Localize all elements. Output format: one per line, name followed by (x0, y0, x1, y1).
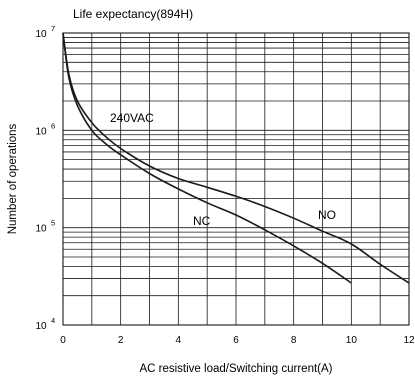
x-tick-label: 4 (176, 335, 182, 346)
x-axis-label: AC resistive load/Switching current(A) (139, 363, 332, 375)
annotation-240vac: 240VAC (110, 111, 154, 125)
y-axis-label: Number of operations (7, 123, 19, 234)
x-tick-label: 8 (291, 335, 297, 346)
chart-title: Life expectancy(894H) (73, 7, 193, 21)
x-tick-label: 6 (233, 335, 239, 346)
x-tick-label: 10 (346, 335, 358, 346)
y-tick-label: 10 (35, 224, 47, 235)
tick-layer: 0 2 4 6 8 10 12 10 4 10 5 10 6 10 7 (35, 24, 415, 346)
grid-layer (63, 33, 409, 325)
y-tick-exponent: 6 (51, 121, 55, 130)
plot-frame (62, 32, 410, 326)
y-tick-exponent: 5 (51, 219, 55, 228)
series-label-no: NO (318, 208, 336, 222)
x-tick-label: 12 (403, 335, 415, 346)
y-tick-label: 10 (35, 126, 47, 137)
y-tick-exponent: 4 (51, 316, 55, 325)
curve-layer (62, 32, 410, 284)
series-line-nc (62, 32, 352, 284)
y-tick-exponent: 7 (51, 24, 55, 33)
y-tick-label: 10 (35, 29, 47, 40)
x-tick-label: 2 (118, 335, 124, 346)
x-tick-label: 0 (60, 335, 66, 346)
series-line-no (62, 32, 410, 284)
y-tick-label: 10 (35, 321, 47, 332)
series-label-nc: NC (193, 214, 211, 228)
